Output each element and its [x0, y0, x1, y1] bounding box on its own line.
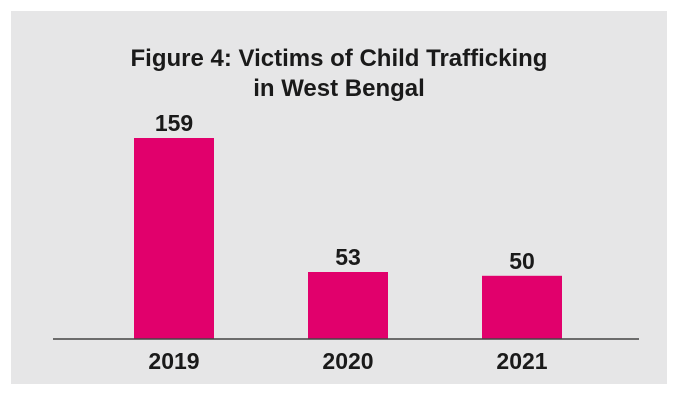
- bar-2021: [482, 275, 562, 339]
- x-tick-label-2019: 2019: [148, 348, 199, 374]
- x-tick-label-2021: 2021: [496, 348, 547, 374]
- bar-2019: [134, 138, 214, 339]
- chart-title-line-2: in West Bengal: [253, 75, 425, 102]
- chart-panel: Figure 4: Victims of Child Trafficking i…: [11, 11, 667, 384]
- bar-2020: [308, 272, 388, 339]
- data-label-2021: 50: [509, 248, 535, 274]
- x-tick-label-2020: 2020: [322, 348, 373, 374]
- data-label-2019: 159: [155, 110, 193, 136]
- chart-title: Figure 4: Victims of Child Trafficking i…: [11, 44, 667, 104]
- data-label-2020: 53: [335, 244, 361, 270]
- chart-title-line-1: Figure 4: Victims of Child Trafficking: [130, 45, 548, 72]
- bar-chart: 159 2019 53 2020 50 2021: [53, 110, 639, 374]
